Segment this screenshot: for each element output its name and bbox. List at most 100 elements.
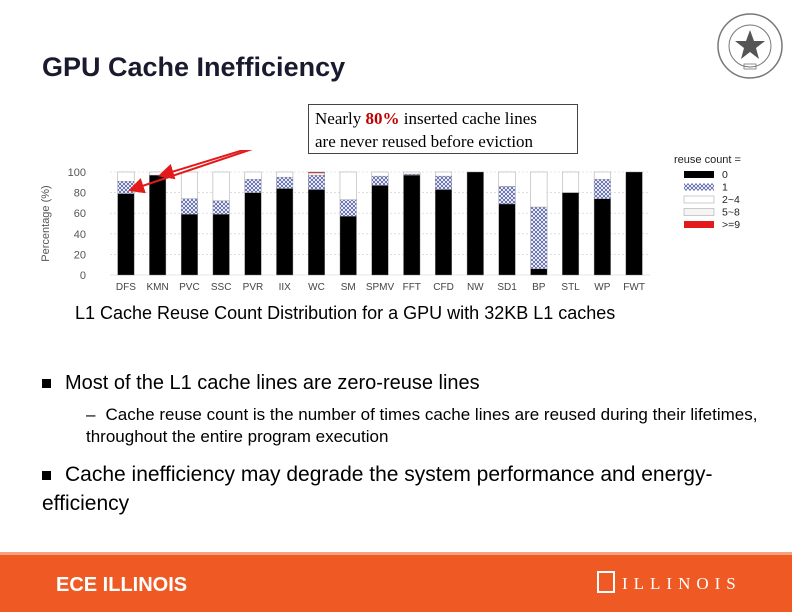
bar-segment-WC-2~4: [308, 172, 325, 176]
bar-segment-PVR-0: [244, 192, 262, 276]
x-tick-label: PVR: [243, 282, 264, 293]
y-axis-label: Percentage (%): [40, 185, 52, 261]
ece-illinois-logo: ECE ILLINOIS: [56, 574, 188, 596]
bar-segment-STL-2~4: [562, 171, 580, 193]
x-tick-label: FWT: [623, 282, 645, 293]
legend-swatch-2~4: [683, 195, 715, 204]
y-tick-label: 60: [74, 208, 86, 220]
footer-bar: ECE ILLINOIS ILLINOIS: [0, 552, 792, 612]
bar-segment-FFT-0: [403, 174, 421, 276]
x-tick-label: SPMV: [366, 282, 395, 293]
bar-segment-PVC-1: [180, 198, 198, 215]
x-tick-label: BP: [532, 282, 546, 293]
legend-label-5~8: 5~8: [722, 207, 740, 219]
legend-label->=9: >=9: [722, 219, 740, 231]
legend-swatch-5~8: [683, 208, 715, 216]
bar-segment-SPMV-0: [371, 185, 389, 276]
bar-segment-STL-0: [562, 192, 580, 276]
bullet-1-text: Most of the L1 cache lines are zero-reus…: [65, 372, 480, 394]
y-tick-label: 100: [68, 167, 86, 179]
bar-segment-WP-0: [593, 198, 611, 276]
bar-segment-WP-2~4: [593, 171, 611, 180]
bar-segment-SSC-2~4: [212, 171, 230, 202]
bar-segment-IIX-2~4: [276, 171, 294, 178]
sub-bullet-dash: –: [86, 405, 96, 424]
bar-segment-SM-2~4: [339, 171, 357, 201]
legend-label-0: 0: [722, 169, 728, 181]
bar-segment-CFD-1: [435, 175, 452, 190]
bar-segment-SD1-0: [498, 203, 516, 276]
bar-segment-KMN-0: [149, 174, 167, 276]
legend-swatch-1: [684, 183, 714, 191]
bar-segment-SM-0: [339, 216, 357, 276]
y-tick-label: 20: [74, 249, 86, 261]
y-tick-label: 40: [74, 229, 86, 241]
bar-segment-BP-2~4: [530, 171, 548, 208]
x-tick-label: SM: [341, 282, 356, 293]
x-tick-label: DFS: [116, 282, 136, 293]
bar-segment-CFD-0: [435, 189, 452, 276]
bar-segment-WP-1: [593, 179, 611, 199]
bar-segment-SPMV-2~4: [371, 171, 389, 177]
bullet-2: Cache inefficiency may degrade the syste…: [42, 460, 742, 518]
x-tick-label: IIX: [279, 282, 292, 293]
bar-segment-NW-0: [466, 171, 484, 276]
footer-stripe: [0, 552, 792, 555]
illinois-wordmark: ILLINOIS: [622, 574, 742, 593]
chart-legend: reuse count = 012~45~8>=9: [674, 154, 741, 231]
reuse-count-chart: 0 20 40 60 80 100 Percentage (%) DFS KMN PVC SSC PV…: [40, 150, 741, 293]
x-tick-label: WC: [308, 282, 325, 293]
sub-bullet: – Cache reuse count is the number of time…: [86, 404, 766, 448]
bar-segment-CFD-2~4: [435, 171, 452, 177]
bar-segment-SSC-1: [212, 200, 230, 215]
x-tick-label: KMN: [147, 282, 169, 293]
y-tick-label: 80: [74, 188, 86, 200]
callout-line-1: Nearly 80% inserted cache lines: [315, 107, 571, 130]
bar-segment-SD1-1: [498, 186, 516, 205]
university-seal-icon: [717, 13, 783, 79]
bullet-2-text: Cache inefficiency may degrade the syste…: [42, 463, 713, 515]
bar-segment-PVR-2~4: [244, 171, 262, 180]
bar-segment-SD1-2~4: [498, 171, 516, 187]
slide-title: GPU Cache Inefficiency: [42, 52, 346, 82]
bullet-square-icon: [42, 379, 51, 389]
chart-axis: 0 20 40 60 80 100 Percentage (%) DFS KMN PVC SSC PV…: [40, 167, 645, 293]
x-tick-label: PVC: [179, 282, 200, 293]
callout-post: inserted cache lines: [399, 109, 537, 128]
x-tick-label: SD1: [497, 282, 517, 293]
chart-caption: L1 Cache Reuse Count Distribution for a …: [75, 303, 616, 323]
bar-segment-IIX-0: [276, 188, 294, 276]
bar-segment-SSC-0: [212, 214, 230, 276]
legend-label-1: 1: [722, 182, 728, 194]
chart-bars: [117, 171, 643, 276]
legend-swatch-0: [684, 171, 714, 178]
bar-segment-WC-1: [308, 174, 325, 190]
x-tick-label: WP: [594, 282, 610, 293]
bar-segment-FFT-2~4: [403, 171, 421, 175]
bar-segment-FWT-0: [625, 171, 643, 276]
callout-arrows: [128, 150, 253, 194]
bar-segment-BP-1: [530, 206, 548, 270]
bar-segment-WC->=9: [308, 171, 325, 174]
x-tick-label: SSC: [211, 282, 232, 293]
bar-segment-PVC-2~4: [180, 171, 198, 199]
bar-segment-DFS-0: [117, 193, 135, 276]
callout-pre: Nearly: [315, 109, 366, 128]
legend-swatch->=9: [684, 221, 714, 228]
bar-segment-SPMV-1: [371, 175, 389, 186]
callout-highlight: 80%: [365, 109, 400, 128]
x-tick-label: CFD: [433, 282, 454, 293]
bar-segment-IIX-1: [276, 176, 294, 189]
x-tick-label: NW: [467, 282, 484, 293]
x-tick-label: FFT: [403, 282, 421, 293]
callout-box: Nearly 80% inserted cache lines are neve…: [308, 104, 578, 154]
bar-segment-PVR-1: [244, 179, 262, 193]
bullet-1: Most of the L1 cache lines are zero-reus…: [42, 372, 480, 395]
bar-segment-BP-0: [530, 268, 548, 276]
y-tick-label: 0: [80, 270, 86, 282]
legend-title: reuse count =: [674, 154, 741, 166]
illinois-block-i-icon: [597, 571, 615, 593]
callout-arrow: [157, 150, 247, 180]
callout-arrow: [128, 150, 253, 194]
legend-label-2~4: 2~4: [722, 194, 740, 206]
